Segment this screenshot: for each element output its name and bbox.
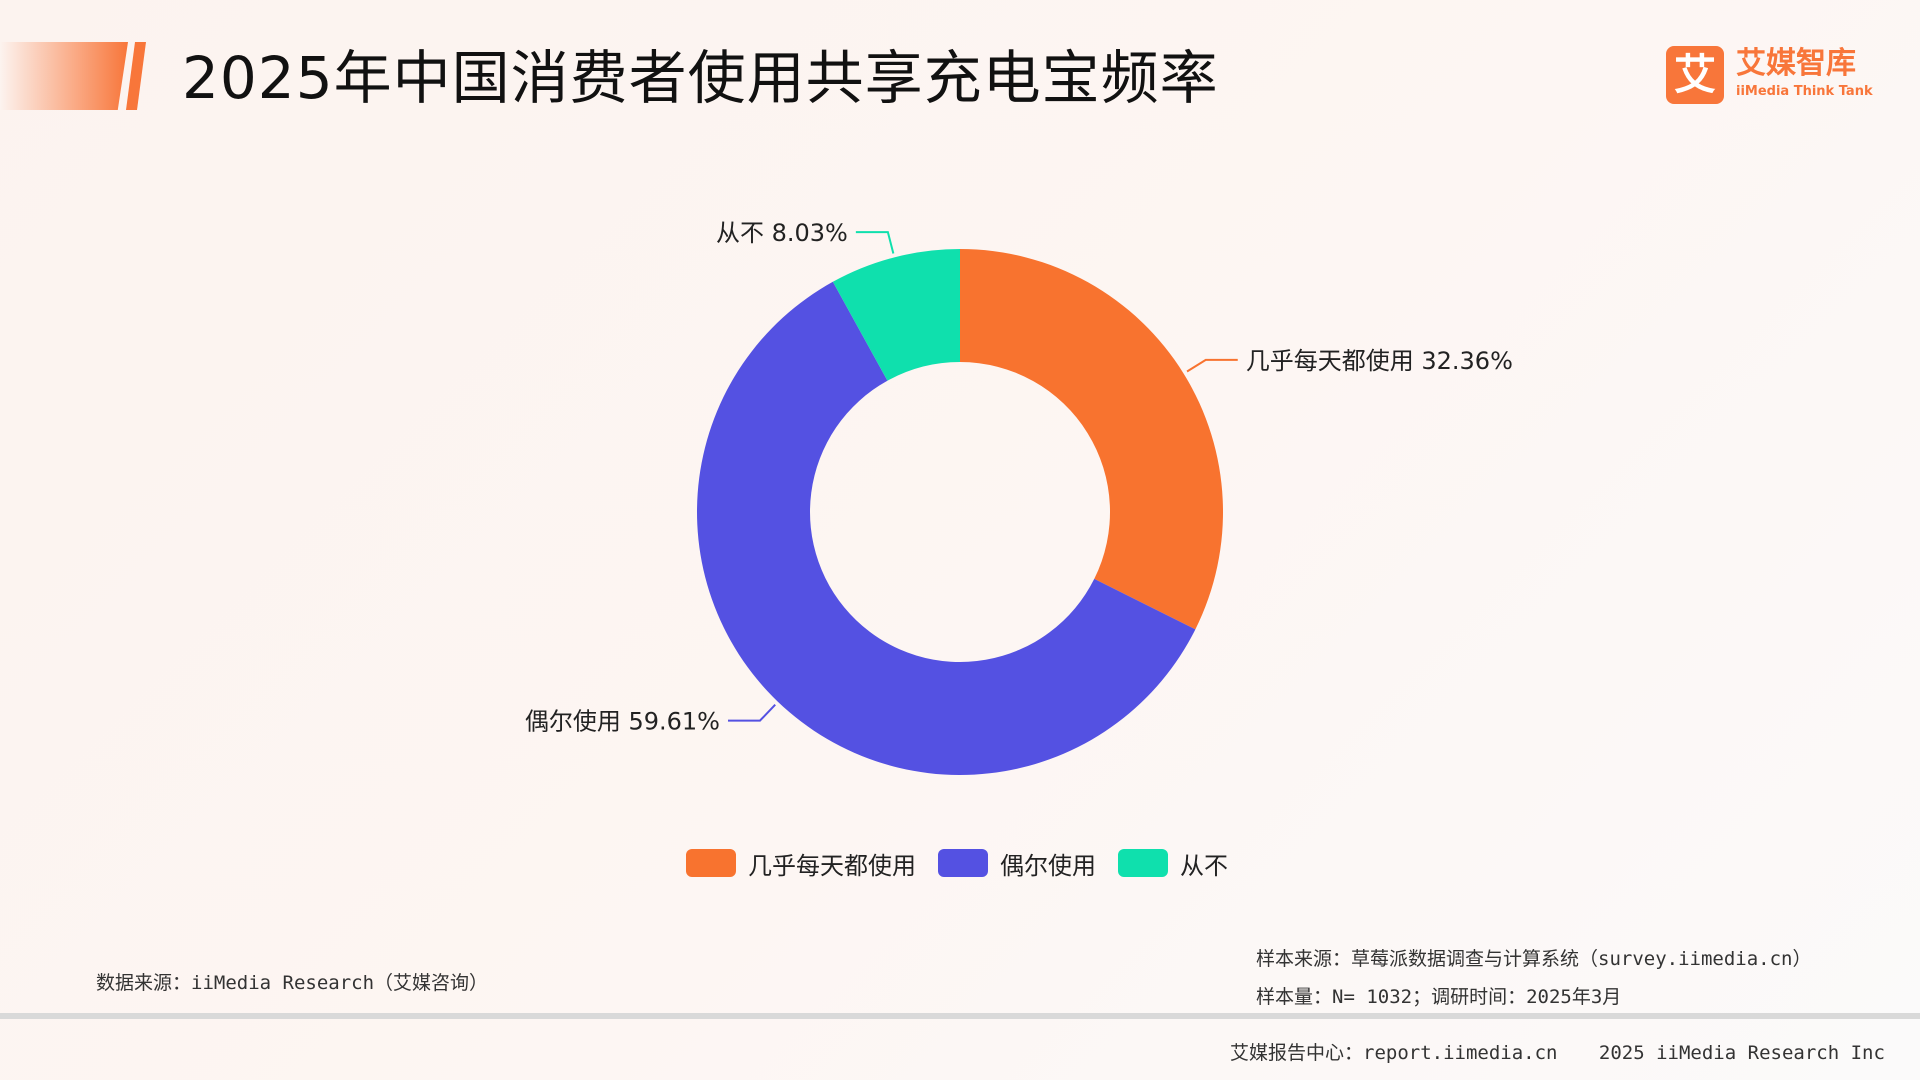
legend-swatch-never — [1118, 849, 1168, 877]
leader-line-occasional — [727, 704, 776, 722]
slice-label-occasional: 偶尔使用 59.61% — [525, 708, 720, 736]
logo-name-en: iiMedia Think Tank — [1736, 84, 1873, 99]
legend-label-never: 从不 — [1180, 851, 1228, 880]
logo-name-cn: 艾媒智库 — [1736, 46, 1856, 81]
sample-source: 样本来源：草莓派数据调查与计算系统（survey.iimedia.cn） — [1256, 948, 1812, 970]
footer-bar: 艾媒报告中心：report.iimedia.cn 2025 iiMedia Re… — [1230, 1038, 1885, 1065]
iimedia-logo: 艾 艾媒智库 iiMedia Think Tank — [1666, 46, 1873, 106]
legend-item-occasional[interactable]: 偶尔使用 — [938, 846, 1096, 881]
legend-label-daily: 几乎每天都使用 — [748, 851, 916, 880]
footer-divider — [0, 1013, 1920, 1019]
copyright: 2025 iiMedia Research Inc — [1598, 1042, 1885, 1064]
legend-swatch-daily — [686, 849, 736, 877]
slice-occasional[interactable] — [697, 281, 1196, 775]
page-title: 2025年中国消费者使用共享充电宝频率 — [182, 44, 1219, 112]
legend-item-daily[interactable]: 几乎每天都使用 — [686, 846, 916, 881]
report-center: 艾媒报告中心：report.iimedia.cn — [1230, 1042, 1558, 1064]
sample-size: 样本量：N= 1032；调研时间：2025年3月 — [1256, 986, 1622, 1008]
leader-line-daily — [1186, 358, 1238, 373]
slice-daily[interactable] — [960, 249, 1223, 630]
header-accent-stripe — [0, 42, 128, 110]
legend-label-occasional: 偶尔使用 — [1000, 851, 1096, 880]
logo-mark: 艾 — [1666, 46, 1724, 104]
slice-label-daily: 几乎每天都使用 32.36% — [1246, 347, 1513, 375]
data-source: 数据来源：iiMedia Research（艾媒咨询） — [96, 972, 489, 994]
slice-never[interactable] — [832, 249, 960, 381]
leader-line-never — [855, 231, 895, 254]
slice-label-never: 从不 8.03% — [716, 219, 848, 247]
legend-item-never[interactable]: 从不 — [1118, 846, 1228, 881]
chart-legend: 几乎每天都使用 偶尔使用 从不 — [686, 846, 1250, 880]
legend-swatch-occasional — [938, 849, 988, 877]
